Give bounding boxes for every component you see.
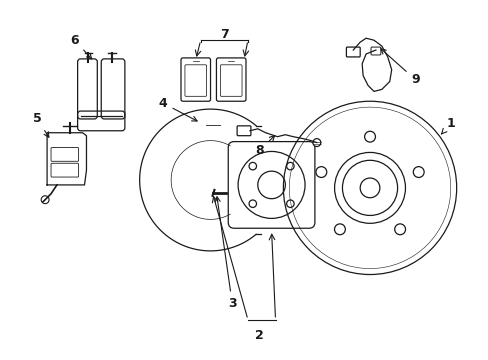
FancyBboxPatch shape: [237, 126, 250, 136]
Text: 4: 4: [159, 97, 197, 121]
Text: 2: 2: [255, 329, 264, 342]
Text: 7: 7: [220, 28, 228, 41]
Circle shape: [312, 139, 320, 147]
Text: 3: 3: [215, 197, 236, 310]
Text: 8: 8: [255, 136, 274, 157]
FancyBboxPatch shape: [370, 47, 380, 55]
Text: 1: 1: [441, 117, 454, 134]
Text: 5: 5: [33, 112, 49, 137]
FancyBboxPatch shape: [346, 47, 360, 57]
Text: 9: 9: [380, 49, 419, 86]
Text: 6: 6: [70, 34, 91, 59]
